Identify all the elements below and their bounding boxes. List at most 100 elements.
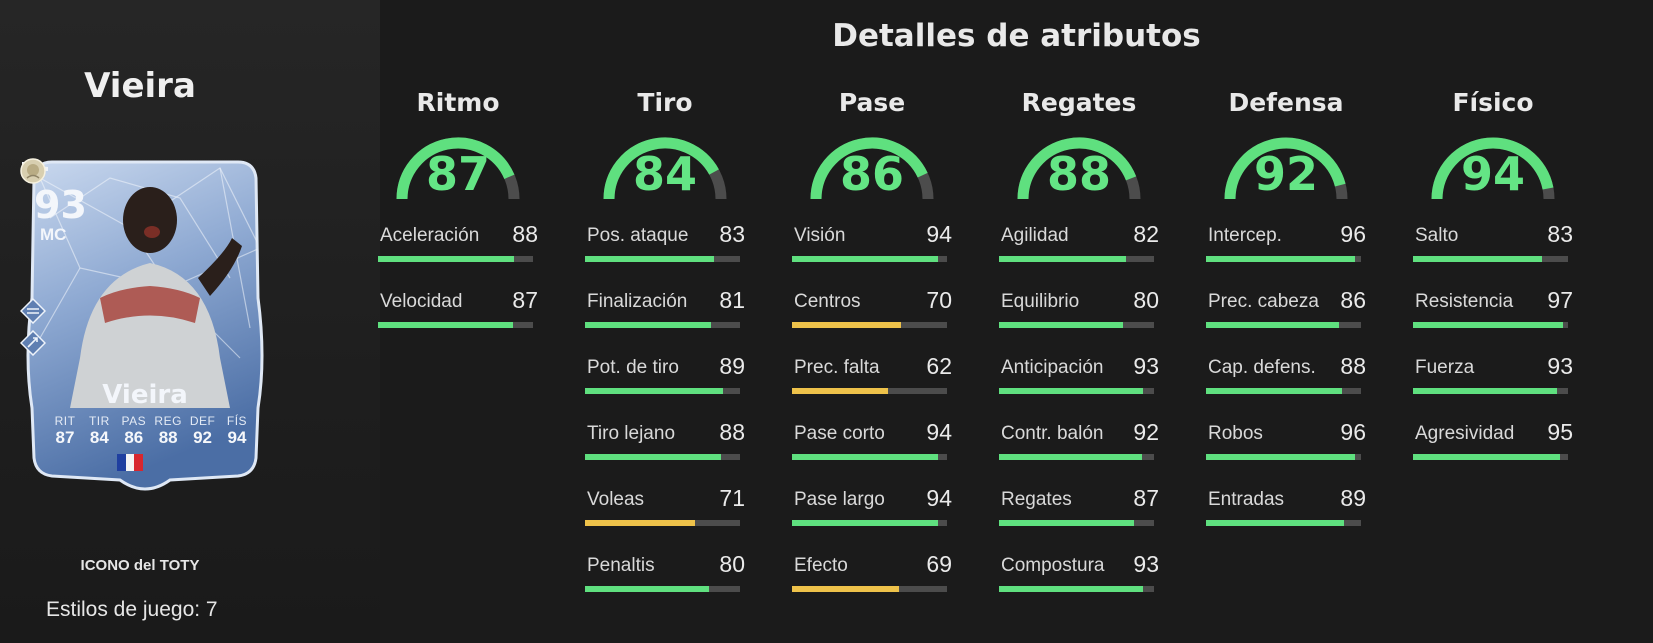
stat-bar-fill <box>999 586 1144 592</box>
card-type-label: ICONO del TOTY <box>80 557 200 574</box>
stat-label: Resistencia <box>1415 291 1514 312</box>
stat-bar <box>1206 520 1361 526</box>
stat-row[interactable]: Compostura 93 <box>999 551 1159 621</box>
stat-row[interactable]: Contr. balón 92 <box>999 419 1159 489</box>
stat-bar-fill <box>999 520 1134 526</box>
stat-bar-fill <box>1413 322 1564 328</box>
stat-value: 83 <box>1547 221 1573 247</box>
stat-label: Efecto <box>794 555 848 576</box>
stat-value: 94 <box>926 419 952 445</box>
stat-label: Finalización <box>587 291 688 312</box>
stat-row[interactable]: Pot. de tiro 89 <box>585 353 745 423</box>
stat-row[interactable]: Agresividad 95 <box>1413 419 1573 489</box>
card-stat: PAS 86 <box>121 414 147 447</box>
category-gauge: 86 <box>807 133 937 201</box>
stat-row[interactable]: Pase corto 94 <box>792 419 952 489</box>
stat-bar <box>585 256 740 262</box>
stat-row[interactable]: Prec. falta 62 <box>792 353 952 423</box>
stat-bar <box>792 520 947 526</box>
player-card[interactable]: 93 MC Vieira RIT 87 TIR 84 PAS 86 REG 88 DEF… <box>20 158 270 498</box>
stat-bar <box>792 322 947 328</box>
stat-row[interactable]: Efecto 69 <box>792 551 952 621</box>
stat-bar <box>1413 388 1568 394</box>
stat-row[interactable]: Voleas 71 <box>585 485 745 555</box>
stat-bar-fill <box>1206 322 1340 328</box>
stat-label: Cap. defens. <box>1208 357 1316 378</box>
stat-bar-fill <box>792 520 938 526</box>
stat-row[interactable]: Salto 83 <box>1413 221 1573 291</box>
stat-row[interactable]: Anticipación 93 <box>999 353 1159 423</box>
stat-bar <box>999 520 1154 526</box>
stat-bar-fill <box>585 586 709 592</box>
stat-value: 69 <box>926 551 952 577</box>
card-stat: RIT 87 <box>54 414 76 447</box>
stat-row[interactable]: Finalización 81 <box>585 287 745 357</box>
stat-row[interactable]: Equilibrio 80 <box>999 287 1159 357</box>
stat-value: 81 <box>719 287 745 313</box>
stat-bar-fill <box>585 256 714 262</box>
stat-row[interactable]: Agilidad 82 <box>999 221 1159 291</box>
stat-value: 83 <box>719 221 745 247</box>
stat-bar-fill <box>999 388 1144 394</box>
stat-value: 93 <box>1133 353 1159 379</box>
category-value: 88 <box>1046 147 1111 201</box>
stat-label: Anticipación <box>1001 357 1104 378</box>
card-stat: TIR 84 <box>88 414 110 447</box>
stat-bar <box>585 388 740 394</box>
stat-row[interactable]: Intercep. 96 <box>1206 221 1366 291</box>
category-title: Regates <box>1021 88 1137 117</box>
stat-bar <box>999 586 1154 592</box>
stat-list: Visión 94 Centros 70 Prec. falta 62 Pase corto… <box>792 221 952 621</box>
stat-row[interactable]: Pos. ataque 83 <box>585 221 745 291</box>
stat-value: 71 <box>719 485 745 511</box>
stat-bar-fill <box>999 322 1123 328</box>
stat-label: Contr. balón <box>1001 423 1104 444</box>
stat-bar <box>999 256 1154 262</box>
category-title: Defensa <box>1228 88 1344 117</box>
stat-row[interactable]: Penaltis 80 <box>585 551 745 621</box>
stat-label: Entradas <box>1208 489 1285 510</box>
stat-label: Centros <box>794 291 861 312</box>
stat-row[interactable]: Centros 70 <box>792 287 952 357</box>
stat-bar-fill <box>792 256 938 262</box>
stat-value: 88 <box>1340 353 1366 379</box>
stat-row[interactable]: Velocidad 87 <box>378 287 538 357</box>
stat-row[interactable]: Fuerza 93 <box>1413 353 1573 423</box>
stat-value: 86 <box>1340 287 1366 313</box>
stat-bar <box>792 454 947 460</box>
stat-bar <box>585 520 740 526</box>
stat-list: Intercep. 96 Prec. cabeza 86 Cap. defens. 88 R… <box>1206 221 1366 555</box>
card-background <box>26 160 264 491</box>
stat-value: 93 <box>1547 353 1573 379</box>
stat-row[interactable]: Aceleración 88 <box>378 221 538 291</box>
stat-bar <box>792 586 947 592</box>
stat-row[interactable]: Cap. defens. 88 <box>1206 353 1366 423</box>
stat-row[interactable]: Robos 96 <box>1206 419 1366 489</box>
stat-value: 96 <box>1340 419 1366 445</box>
stat-bar-fill <box>999 256 1127 262</box>
stat-bar-fill <box>378 256 515 262</box>
card-stat: REG 88 <box>154 414 182 447</box>
stat-label: Agresividad <box>1415 423 1515 444</box>
stat-value: 62 <box>926 353 952 379</box>
stat-row[interactable]: Regates 87 <box>999 485 1159 555</box>
stat-label: Compostura <box>1001 555 1105 576</box>
stat-row[interactable]: Tiro lejano 88 <box>585 419 745 489</box>
gauge-fill <box>603 137 719 200</box>
stat-bar-fill <box>999 454 1142 460</box>
stat-row[interactable]: Resistencia 97 <box>1413 287 1573 357</box>
stat-row[interactable]: Visión 94 <box>792 221 952 291</box>
stat-label: Intercep. <box>1208 225 1282 246</box>
attribute-column: Regates 88 Agilidad 82 Equilibrio 80 Anticipac… <box>999 88 1159 621</box>
stat-bar-fill <box>1413 256 1542 262</box>
stat-label: Penaltis <box>587 555 655 576</box>
stat-value: 93 <box>1133 551 1159 577</box>
stat-row[interactable]: Pase largo 94 <box>792 485 952 555</box>
gauge-fill <box>396 137 515 200</box>
stat-bar-fill <box>1413 454 1561 460</box>
stat-bar <box>1206 454 1361 460</box>
stat-row[interactable]: Prec. cabeza 86 <box>1206 287 1366 357</box>
stat-row[interactable]: Entradas 89 <box>1206 485 1366 555</box>
stat-bar-fill <box>378 322 513 328</box>
playstyle-icon <box>20 330 46 356</box>
